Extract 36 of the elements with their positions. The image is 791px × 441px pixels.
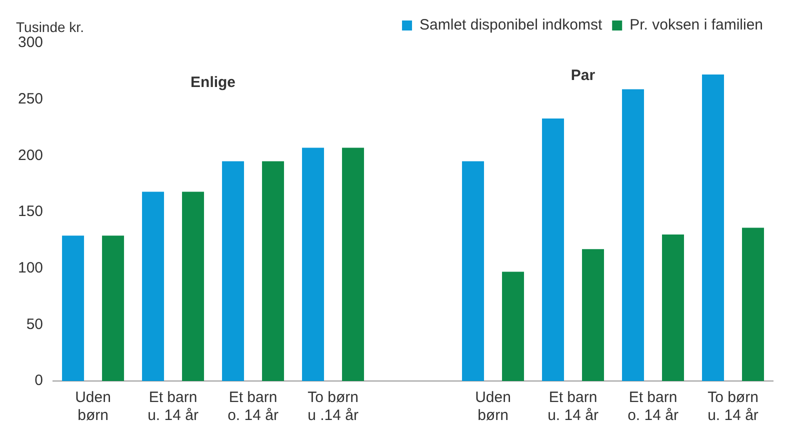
bar: [182, 192, 204, 381]
y-tick-label: 50: [26, 316, 44, 333]
bar: [302, 148, 324, 381]
bar: [702, 74, 724, 381]
legend-label: Samlet disponibel indkomst: [420, 16, 603, 34]
annotation: Par: [570, 67, 596, 84]
x-tick-label: Et barn u. 14 år: [548, 389, 598, 424]
y-tick-label: 100: [18, 259, 44, 276]
legend-label: Pr. voksen i familien: [630, 16, 763, 34]
y-tick-label: 150: [18, 203, 44, 220]
bar: [662, 234, 684, 381]
bar: [462, 161, 484, 381]
bar: [502, 272, 524, 381]
bar: [742, 228, 764, 381]
bar: [542, 118, 564, 381]
x-tick-label: Et barn o. 14 år: [228, 389, 278, 424]
bar: [262, 161, 284, 381]
y-tick-label: 0: [34, 372, 44, 390]
x-tick-label: Et barn o. 14 år: [628, 389, 678, 424]
y-tick-label: 300: [18, 34, 44, 52]
annotation: Enlige: [190, 74, 236, 92]
x-tick-label: Uden børn: [75, 389, 111, 424]
x-tick-label: To børn u .14 år: [308, 389, 358, 424]
bar: [62, 236, 84, 381]
bar: [222, 161, 244, 381]
y-tick-label: 250: [18, 90, 44, 108]
y-tick-label: 200: [18, 146, 44, 164]
bar: [102, 236, 124, 381]
bar: [342, 148, 364, 381]
y-axis-title: Tusinde kr.: [16, 18, 84, 35]
bar: [582, 249, 604, 381]
bar: [142, 192, 164, 381]
x-tick-label: To børn u. 14 år: [708, 389, 758, 424]
x-tick-label: Et barn u. 14 år: [148, 389, 198, 424]
bar: [622, 89, 644, 381]
x-tick-label: Uden børn: [475, 389, 511, 424]
